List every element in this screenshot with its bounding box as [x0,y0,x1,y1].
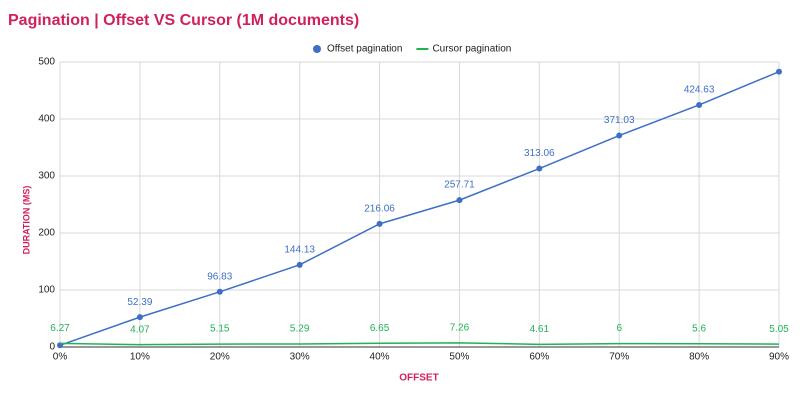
data-point [296,261,303,268]
y-tick-label: 200 [38,228,55,239]
series-line [59,70,780,346]
series-line [59,342,780,346]
data-label: 96.83 [207,271,232,282]
chart-title: Pagination | Offset VS Cursor (1M docume… [8,12,359,29]
data-label: 5.6 [692,323,706,334]
x-tick-label: 40% [370,352,390,363]
x-tick-label: 50% [449,352,469,363]
data-label: 52.39 [127,297,152,308]
data-point [776,68,782,75]
data-point [216,288,223,295]
legend-label: Offset pagination [327,44,402,55]
x-tick-label: 10% [130,352,150,363]
data-label: 313.06 [524,148,555,159]
x-tick-label: 60% [529,352,549,363]
y-axis-title: DURATION (MS) [21,186,31,255]
x-tick-label: 80% [689,352,709,363]
legend-label: Cursor pagination [432,44,511,55]
data-label: 6.65 [370,323,390,334]
data-label: 216.06 [364,203,395,214]
data-point [616,132,623,139]
x-tick-label: 20% [210,352,230,363]
y-tick-label: 100 [38,285,55,296]
x-tick-label: 0% [53,352,68,363]
data-point [136,314,143,321]
data-label: 6 [616,323,622,334]
data-label: 257.71 [444,180,475,191]
y-tick-label: 0 [49,342,55,353]
x-tick-label: 30% [290,352,310,363]
data-label: 4.61 [530,324,550,335]
y-tick-label: 500 [38,57,55,68]
y-tick-label: 400 [38,114,55,125]
data-label: 4.07 [130,324,150,335]
data-label: 7.26 [450,323,470,334]
data-point [456,197,463,204]
data-label: 371.03 [604,115,635,126]
x-axis-title: OFFSET [399,373,438,384]
y-tick-label: 300 [38,171,55,182]
data-point [536,165,543,172]
data-label: 144.13 [284,244,315,255]
data-label: 5.15 [210,324,230,335]
data-label: 424.63 [684,85,715,96]
data-label: 6.27 [50,323,70,334]
x-tick-label: 90% [769,352,789,363]
legend-marker [313,45,321,53]
data-point [376,220,383,227]
data-point [696,101,703,108]
data-label: 5.05 [769,324,789,335]
data-label: 5.29 [290,324,310,335]
x-tick-label: 70% [609,352,629,363]
